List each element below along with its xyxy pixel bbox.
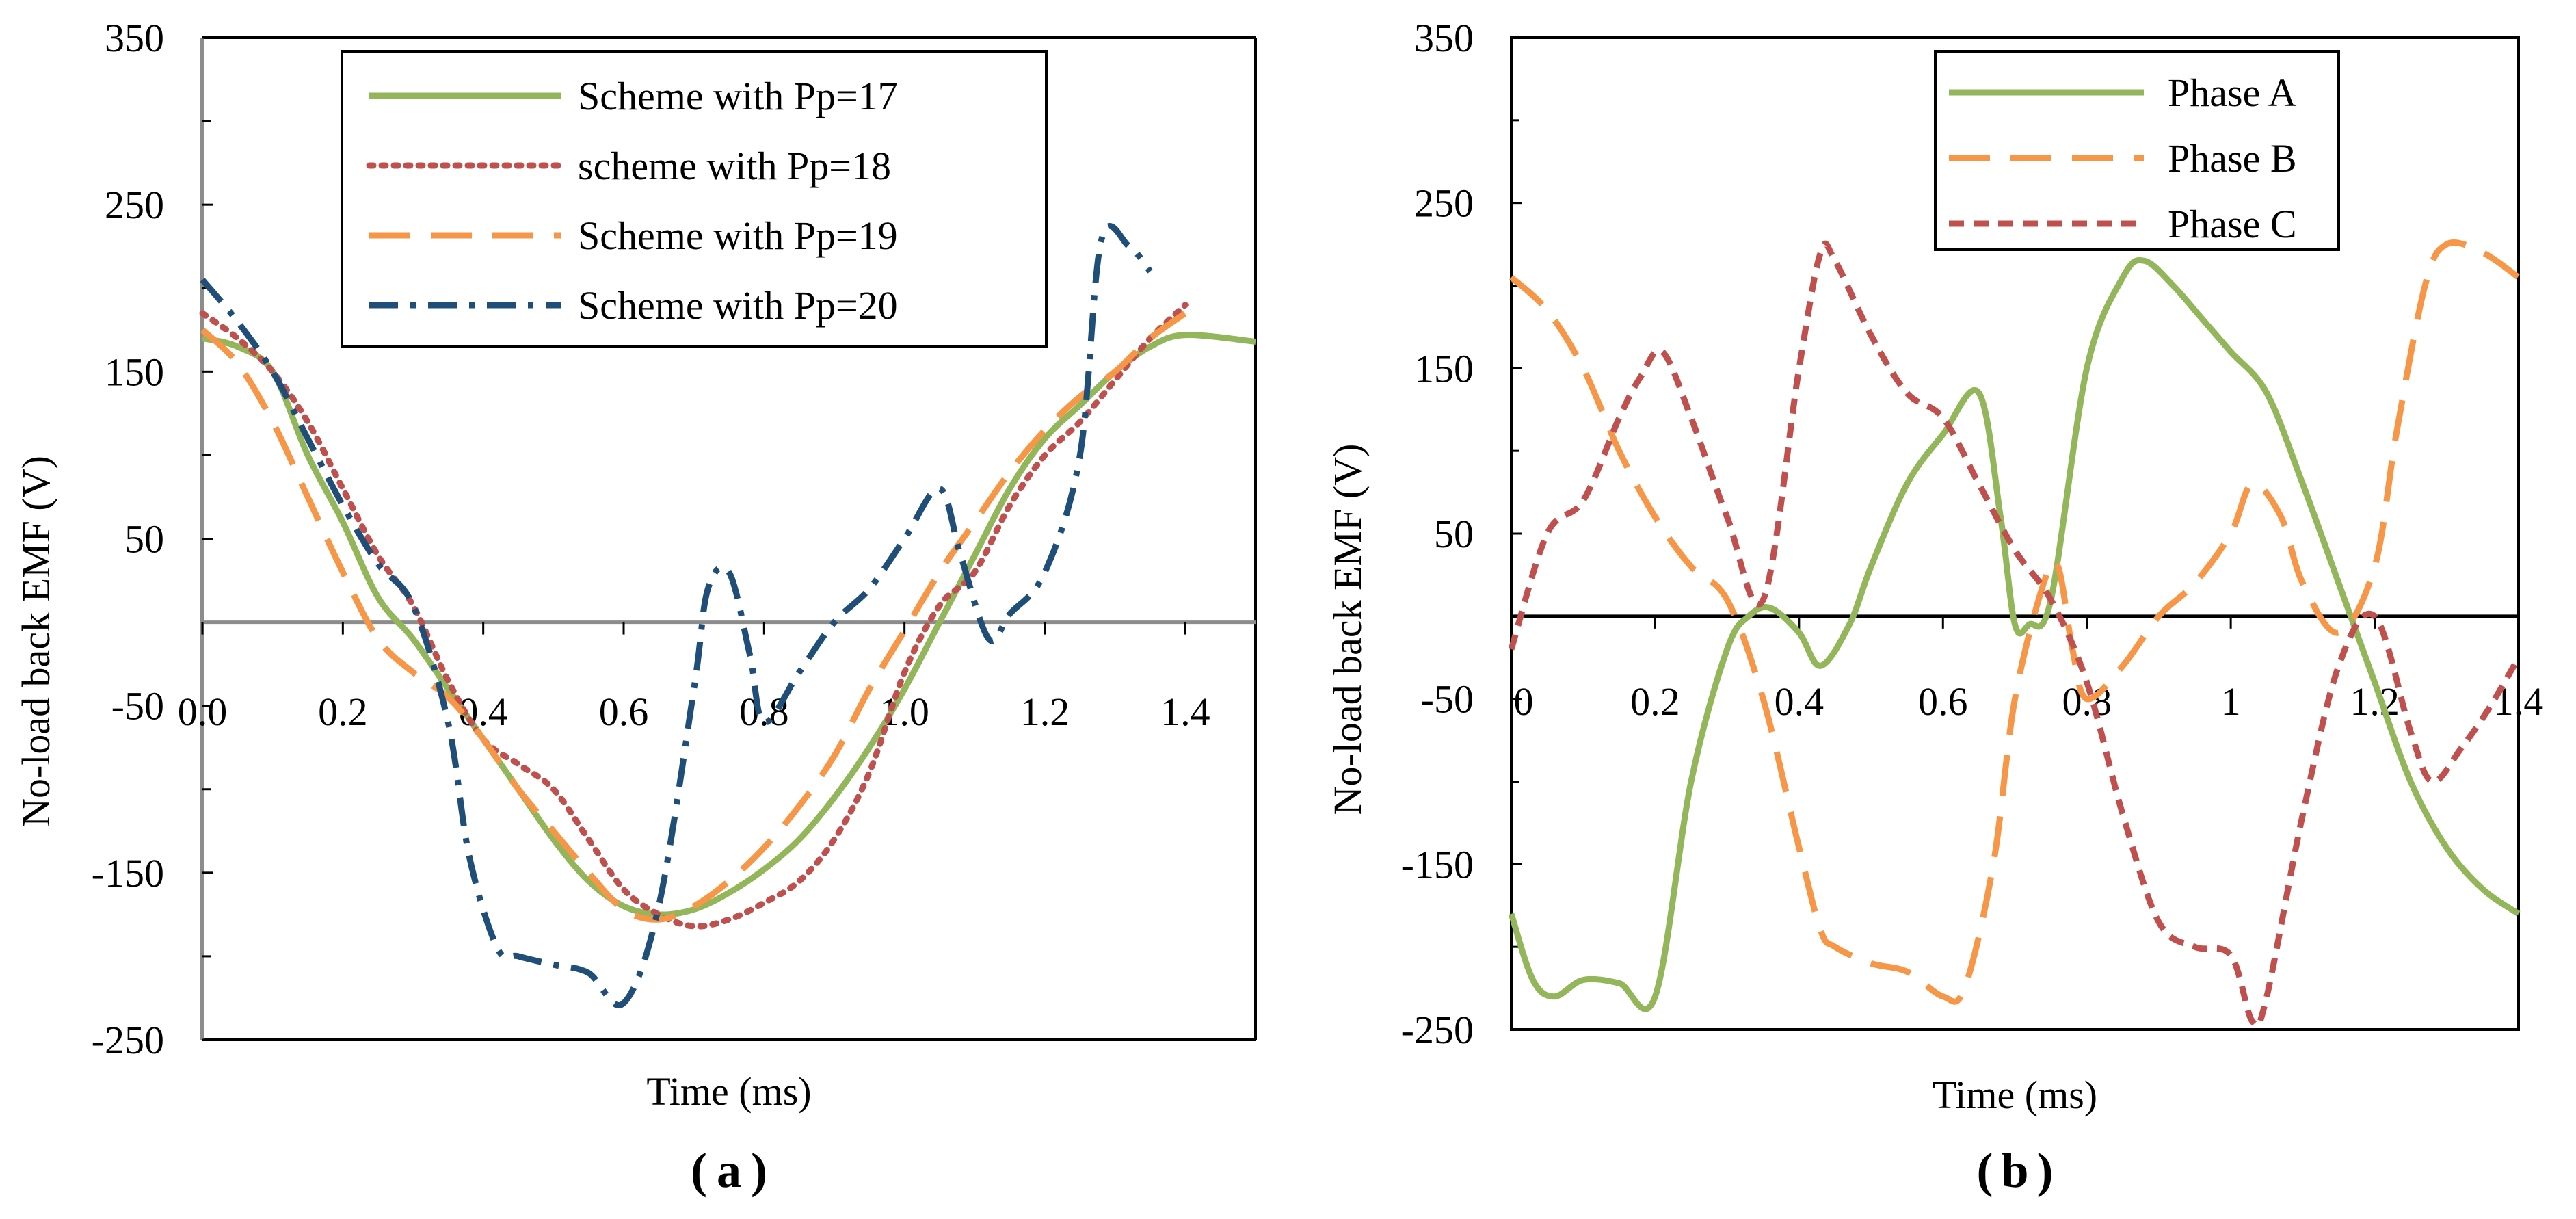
legend-label-b-3: Phase C: [2168, 202, 2297, 246]
y-tick-label-b: -50: [1421, 677, 1474, 722]
y-tick-label-b: 250: [1414, 181, 1474, 226]
x-tick-label-a: 0.8: [739, 690, 789, 734]
y-tick-label-a: 250: [105, 183, 164, 227]
x-tick-label-b: 0: [1514, 679, 1534, 724]
legend-label-a-4: Scheme with Pp=20: [578, 283, 898, 328]
y-tick-label-a: -150: [92, 851, 164, 895]
series-line-a-2: [199, 302, 1189, 930]
legend-label-a-3: Scheme with Pp=19: [578, 213, 898, 258]
panel-label-close-b: ): [2037, 1143, 2054, 1198]
y-tick-label-b: 350: [1414, 16, 1474, 60]
x-tick-label-b: 0.2: [1630, 679, 1680, 724]
x-tick-label-a: 0.6: [599, 690, 649, 734]
x-tick-label-b: 1: [2221, 679, 2241, 724]
panel-label-close-a: ): [751, 1143, 767, 1198]
y-tick-label-b: 150: [1414, 346, 1474, 391]
y-tick-label-b: -150: [1401, 842, 1474, 887]
series-line-b-2: [1509, 239, 2521, 1005]
legend-label-b-1: Phase A: [2168, 70, 2297, 115]
series-line-a-3: [200, 311, 1187, 923]
y-axis-label-b: No-load back EMF (V): [1325, 444, 1370, 815]
series-line-a-1: [201, 332, 1256, 918]
x-tick-label-a: 1.2: [1020, 690, 1070, 734]
legend-box-a: [341, 50, 1048, 348]
x-axis-label-b: Time (ms): [1933, 1073, 2097, 1117]
x-axis-label-a: Time (ms): [646, 1069, 811, 1114]
y-tick-label-a: -250: [92, 1018, 164, 1062]
y-tick-label-b: 50: [1434, 512, 1474, 556]
series-line-b-3: [1508, 240, 2521, 1029]
x-tick-label-b: 0.4: [1775, 679, 1824, 724]
x-tick-label-a: 0.2: [318, 690, 368, 734]
y-tick-label-a: 350: [105, 16, 164, 60]
legend-label-a-1: Scheme with Pp=17: [578, 74, 898, 118]
legend-label-b-2: Phase B: [2168, 136, 2297, 181]
y-tick-label-b: -250: [1401, 1008, 1474, 1052]
y-tick-label-a: -50: [111, 684, 164, 729]
legend-label-a-2: scheme with Pp=18: [578, 144, 891, 188]
panel-label-open-a: (: [691, 1143, 707, 1198]
y-axis-label-a: No-load back EMF (V): [14, 456, 58, 827]
legend-box-b: [1934, 50, 2340, 251]
x-tick-label-a: 1.4: [1160, 690, 1210, 734]
series-line-b-1: [1508, 257, 2521, 1012]
panel-label-b: b: [2001, 1143, 2028, 1198]
panel-label-a: a: [717, 1143, 741, 1198]
x-tick-label-b: 0.6: [1918, 679, 1968, 724]
panel-label-open-b: (: [1977, 1143, 1993, 1198]
y-tick-label-a: 50: [124, 517, 164, 562]
series-line-a-4: [200, 223, 1153, 1008]
x-tick-label-a: 0.0: [178, 690, 228, 734]
y-tick-label-a: 150: [105, 350, 164, 394]
